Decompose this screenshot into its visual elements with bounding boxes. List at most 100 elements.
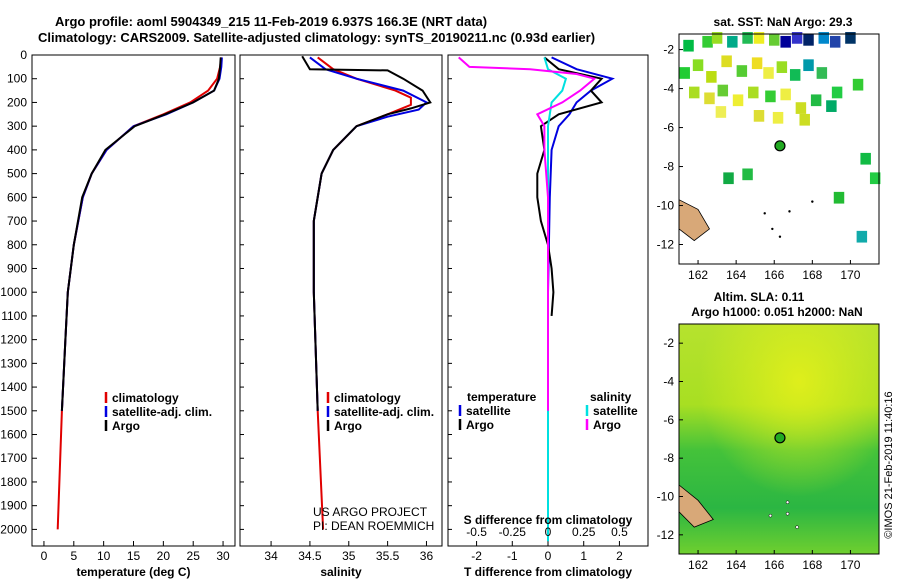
sst-map-cell bbox=[776, 61, 788, 73]
sla-map-islet bbox=[785, 500, 790, 504]
temperature-xtick-label: 10 bbox=[97, 549, 111, 563]
sst-map-cell bbox=[789, 69, 801, 81]
sst-map-cell bbox=[702, 35, 713, 48]
sst-map-cell bbox=[706, 71, 717, 83]
differences-xtick-label: 2 bbox=[616, 549, 623, 563]
sst-map-xtick-label: 162 bbox=[688, 268, 708, 282]
s-diff-tick-label: 0.5 bbox=[611, 525, 628, 539]
sst-map-cell bbox=[723, 172, 734, 185]
sla-map-frame bbox=[678, 323, 880, 555]
depth-tick-label: 1300 bbox=[0, 356, 27, 370]
temperature-xtick-label: 0 bbox=[41, 549, 48, 563]
s-diff-tick-label: -0.25 bbox=[499, 525, 527, 539]
sla-map-islet bbox=[768, 513, 773, 518]
sst-map-cell bbox=[692, 59, 704, 72]
depth-tick-label: 400 bbox=[7, 143, 27, 157]
sla-map-islet bbox=[795, 525, 799, 529]
sst-map-cell bbox=[769, 34, 780, 46]
sla-map-xtick-label: 166 bbox=[764, 558, 784, 572]
depth-tick-label: 600 bbox=[7, 190, 27, 204]
sst-map-cell bbox=[829, 35, 841, 48]
sst-map-xtick-label: 166 bbox=[764, 268, 784, 282]
differences-xtick-label: 0 bbox=[545, 549, 552, 563]
differences-series-s-argo bbox=[458, 56, 597, 411]
sst-map-cell bbox=[727, 35, 738, 48]
temperature-legend-label: satellite-adj. clim. bbox=[112, 405, 212, 419]
sst-map-ytick-label: -10 bbox=[657, 199, 675, 213]
sla-map-ytick-label: -4 bbox=[663, 375, 674, 389]
sst-map-cell bbox=[732, 94, 744, 107]
sst-map-cell bbox=[763, 67, 774, 79]
sst-map-ytick-label: -8 bbox=[663, 160, 674, 174]
sst-map-cell bbox=[795, 102, 807, 114]
sst-map-cell bbox=[753, 32, 765, 44]
diff-t-legend-label: Argo bbox=[466, 418, 494, 432]
depth-tick-label: 2000 bbox=[0, 522, 27, 536]
sst-map-cell bbox=[818, 32, 829, 44]
depth-tick-label: 0 bbox=[20, 48, 27, 62]
sst-map-cell bbox=[711, 32, 723, 44]
sla-map-ytick-label: -10 bbox=[657, 490, 675, 504]
sla-map-title-1: Altim. SLA: 0.11 bbox=[714, 290, 805, 304]
s-diff-tick-label: -0.5 bbox=[466, 525, 487, 539]
diff-t-legend-label: satellite bbox=[466, 404, 511, 418]
sla-map-ytick-label: -12 bbox=[657, 528, 675, 542]
header-line-2: Climatology: CARS2009. Satellite-adjuste… bbox=[38, 30, 596, 45]
sla-map-islet bbox=[785, 512, 790, 516]
depth-tick-label: 800 bbox=[7, 238, 27, 252]
sla-map-argo-marker bbox=[774, 432, 786, 444]
sst-map-cell bbox=[742, 168, 753, 181]
s-diff-axis-title: S difference from climatology bbox=[464, 513, 633, 527]
sst-map-islet bbox=[811, 200, 814, 203]
sst-map-cell bbox=[751, 57, 763, 70]
sla-map-xtick-label: 170 bbox=[840, 558, 860, 572]
sst-map-cell bbox=[683, 39, 694, 52]
salinity-series-argo bbox=[301, 55, 432, 411]
sst-map-islet bbox=[788, 210, 791, 213]
salinity-series-climatology bbox=[312, 56, 412, 530]
depth-tick-label: 100 bbox=[7, 72, 27, 86]
sst-map-cell bbox=[803, 34, 814, 46]
sst-map-cell bbox=[833, 191, 845, 204]
salinity-xtick-label: 35.5 bbox=[376, 549, 400, 563]
differences-xtick-label: -1 bbox=[507, 549, 518, 563]
temperature-legend-label: climatology bbox=[112, 391, 179, 405]
sst-map-cell bbox=[869, 172, 881, 185]
temperature-legend-label: Argo bbox=[112, 419, 140, 433]
depth-tick-label: 700 bbox=[7, 214, 27, 228]
sst-map-cell bbox=[780, 35, 791, 48]
sst-map-cell bbox=[799, 113, 810, 126]
sst-map-islet bbox=[771, 227, 774, 231]
differences-xtick-label: -2 bbox=[471, 549, 482, 563]
sst-map-cell bbox=[772, 111, 784, 124]
differences-xlabel: T difference from climatology bbox=[464, 565, 632, 579]
temperature-xlabel: temperature (deg C) bbox=[76, 565, 190, 579]
salinity-legend-label: satellite-adj. clim. bbox=[334, 405, 434, 419]
temperature-series-argo bbox=[60, 57, 222, 411]
sst-map-xtick-label: 170 bbox=[840, 268, 860, 282]
sla-map-ytick-label: -2 bbox=[663, 336, 674, 350]
sst-map-ytick-label: -2 bbox=[663, 43, 674, 57]
depth-tick-label: 1600 bbox=[0, 428, 27, 442]
sst-map-cell bbox=[852, 78, 864, 91]
sla-map-xtick-label: 162 bbox=[688, 558, 708, 572]
sst-map-cell bbox=[689, 86, 700, 99]
imos-stamp: ©IMOS 21-Feb-2019 11:40:16 bbox=[883, 391, 895, 538]
depth-tick-label: 1000 bbox=[0, 285, 27, 299]
sst-map-cell bbox=[826, 100, 837, 112]
sst-map-cell bbox=[791, 32, 803, 44]
temperature-xtick-label: 20 bbox=[157, 549, 171, 563]
depth-tick-label: 1800 bbox=[0, 475, 27, 489]
sst-map-cell bbox=[704, 92, 715, 105]
diff-s-legend-label: satellite bbox=[593, 404, 638, 418]
depth-tick-label: 200 bbox=[7, 95, 27, 109]
salinity-xtick-label: 34.5 bbox=[298, 549, 322, 563]
s-diff-tick-label: 0.25 bbox=[572, 525, 596, 539]
sla-map-ytick-label: -6 bbox=[663, 413, 674, 427]
temperature-xtick-label: 15 bbox=[127, 549, 141, 563]
sst-map-cell bbox=[753, 110, 765, 122]
salinity-legend-label: Argo bbox=[334, 419, 362, 433]
differences-xtick-label: 1 bbox=[580, 549, 587, 563]
depth-tick-label: 1200 bbox=[0, 333, 27, 347]
